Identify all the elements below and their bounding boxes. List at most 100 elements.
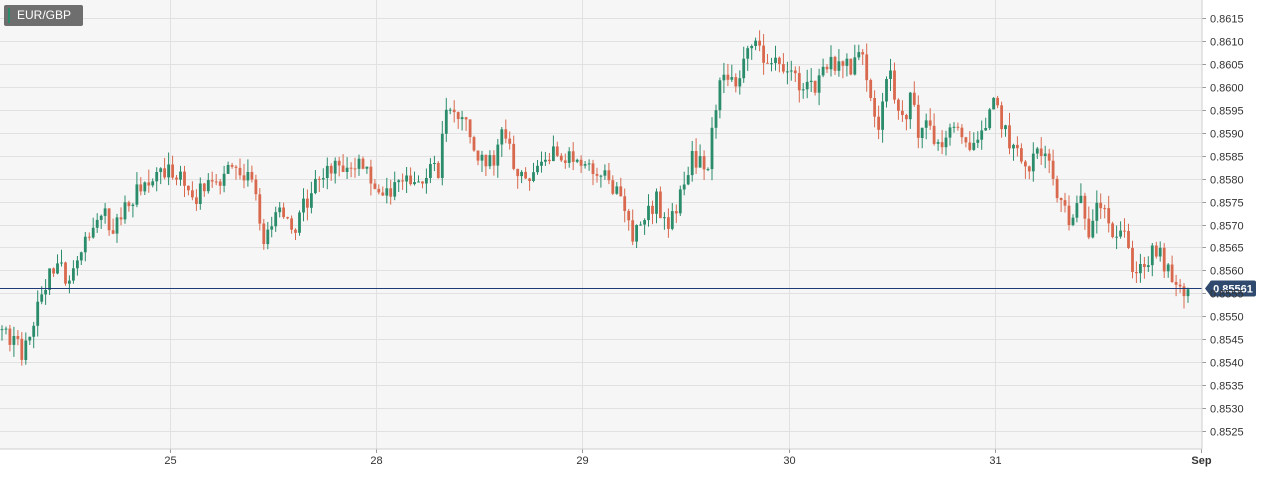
candle-body <box>373 183 377 189</box>
candle-body <box>258 194 262 224</box>
candle-body <box>1166 264 1170 272</box>
candle-body <box>1178 284 1182 287</box>
candle-body <box>1063 200 1067 206</box>
candle-body <box>79 252 83 261</box>
candle-body <box>944 137 948 148</box>
candle-body <box>571 151 575 162</box>
candle-body <box>480 154 484 161</box>
candle-body <box>36 301 40 326</box>
candle-body <box>1123 230 1126 232</box>
candle-body <box>492 155 496 166</box>
current-price-pointer <box>1205 280 1211 297</box>
candle-body <box>746 48 750 59</box>
candle-body <box>567 151 571 163</box>
candle-body <box>1024 161 1027 167</box>
candle-body <box>250 172 254 180</box>
candle-body <box>0 329 4 331</box>
candle-body <box>1035 148 1039 154</box>
candle-body <box>1119 230 1122 237</box>
candle-body <box>72 268 75 281</box>
y-tick-label: 0.8525 <box>1210 427 1244 439</box>
candle-body <box>936 142 940 144</box>
candle-body <box>972 142 976 150</box>
symbol-badge[interactable]: EUR/GBP <box>4 5 84 26</box>
candle-body <box>742 58 746 79</box>
candle-body <box>389 188 393 197</box>
candle-body <box>1012 144 1015 149</box>
candle-body <box>218 181 222 186</box>
candle-body <box>1115 236 1118 238</box>
y-tick-label: 0.8580 <box>1210 175 1244 187</box>
candle-body <box>28 336 32 341</box>
candle-body <box>448 109 452 111</box>
candle-body <box>429 164 432 178</box>
candle-body <box>734 77 738 87</box>
candle-body <box>262 223 266 244</box>
y-tick-label: 0.8590 <box>1210 129 1244 141</box>
y-tick-label: 0.8555 <box>1210 289 1244 301</box>
candle-body <box>226 165 230 174</box>
candle-body <box>532 172 535 181</box>
y-axis: 0.8615 0.8610 0.8605 0.8600 0.8595 0.8590 0.85… <box>1202 14 1244 439</box>
candle-body <box>286 217 289 219</box>
candle-body <box>353 168 357 170</box>
y-tick-label: 0.8585 <box>1210 152 1244 164</box>
candle-body <box>195 197 198 204</box>
candle-body <box>627 211 631 221</box>
candle-body <box>889 70 892 79</box>
candle-body <box>143 182 147 192</box>
candle-body <box>433 163 436 164</box>
candle-body <box>1103 208 1107 210</box>
candle-body <box>738 78 742 87</box>
candle-body <box>242 175 246 181</box>
candle-body <box>325 165 329 178</box>
candle-body <box>159 168 163 172</box>
candle-body <box>254 179 258 195</box>
current-price-badge <box>1210 280 1256 297</box>
candle-body <box>381 192 385 196</box>
candle-body <box>202 183 206 192</box>
candle-body <box>310 193 313 208</box>
candle-body <box>782 64 785 72</box>
candle-body <box>639 224 642 226</box>
candle-body <box>940 142 944 148</box>
candle-body <box>1039 148 1043 156</box>
candle-body <box>266 229 270 245</box>
candle-body <box>87 236 91 238</box>
candle-body <box>559 155 563 161</box>
candle-body <box>119 217 123 220</box>
candle-body <box>151 181 155 186</box>
candle-body <box>103 208 107 216</box>
candle-body <box>12 336 16 345</box>
candle-body <box>809 80 813 82</box>
candle-body <box>555 146 559 156</box>
candle-body <box>722 74 726 81</box>
candle-body <box>175 177 178 180</box>
candle-body <box>278 207 282 213</box>
candle-body <box>452 109 456 113</box>
candle-body <box>504 129 508 139</box>
candle-body <box>623 196 627 211</box>
candle-body <box>659 191 662 219</box>
candle-body <box>1043 153 1047 156</box>
candle-body <box>702 156 706 170</box>
candle-body <box>984 128 988 131</box>
candle-body <box>1131 247 1134 272</box>
candle-body <box>813 80 817 93</box>
candle-body <box>472 137 476 151</box>
candle-body <box>801 89 805 91</box>
candle-body <box>615 186 619 194</box>
candle-body <box>845 58 849 66</box>
candle-body <box>1107 208 1111 224</box>
candle-body <box>829 56 833 70</box>
candle-body <box>607 170 611 181</box>
candle-body <box>667 217 670 229</box>
candles <box>0 30 1190 366</box>
candle-body <box>655 191 658 214</box>
candle-body <box>778 57 781 64</box>
x-tick-label: 30 <box>783 455 795 467</box>
candle-body <box>345 167 349 172</box>
candle-body <box>440 133 444 178</box>
candle-body <box>306 198 309 208</box>
candle-body <box>349 167 353 169</box>
